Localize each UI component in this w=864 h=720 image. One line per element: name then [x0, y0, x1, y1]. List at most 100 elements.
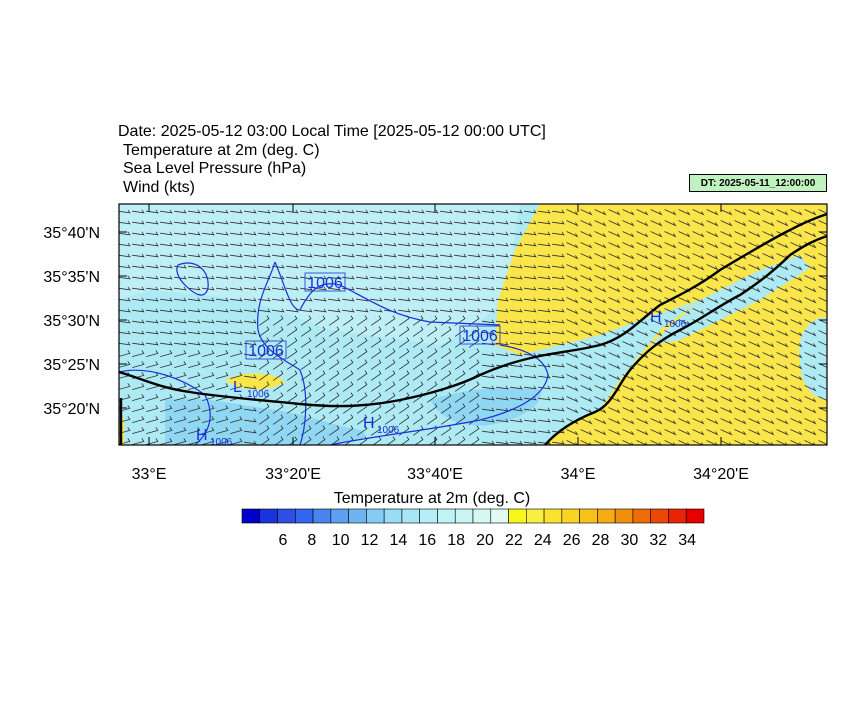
wind-barb	[426, 337, 438, 348]
wind-barb	[818, 407, 827, 412]
wind-barb	[650, 385, 663, 392]
wind-barb	[258, 403, 270, 414]
wind-barb	[790, 396, 803, 403]
wind-barb	[720, 429, 733, 436]
wind-barb	[790, 407, 803, 414]
wind-barb	[524, 396, 537, 401]
wind-barb	[524, 341, 537, 346]
lat-label: 35°30'N	[43, 313, 100, 330]
wind-barb	[748, 264, 761, 271]
wind-barb	[580, 209, 593, 216]
wind-barb	[119, 264, 131, 269]
wind-barb	[692, 418, 705, 425]
wind-barb	[384, 425, 396, 436]
wind-barb	[314, 209, 327, 214]
wind-barb	[552, 440, 565, 445]
wind-barb	[440, 308, 453, 313]
wind-barb	[400, 436, 410, 445]
wind-barb	[119, 308, 131, 313]
wind-barb	[580, 242, 593, 249]
pressure-center-value: 1006	[210, 437, 233, 448]
wind-barb	[762, 363, 775, 370]
wind-barb	[468, 297, 481, 302]
wind-barb	[286, 209, 299, 214]
colorbar-swatch	[632, 508, 651, 524]
wind-barb	[426, 370, 438, 381]
wind-barb	[384, 275, 397, 280]
wind-barb	[454, 425, 466, 436]
colorbar-swatch	[241, 508, 261, 524]
wind-barb	[398, 220, 411, 225]
wind-barb	[692, 264, 705, 271]
colorbar-swatch	[383, 508, 403, 524]
wind-barb	[776, 297, 789, 304]
wind-barb	[524, 374, 537, 379]
wind-barb	[426, 414, 438, 425]
wind-barb	[244, 319, 257, 324]
wind-barb	[286, 381, 298, 392]
wind-barb	[468, 403, 480, 414]
southeast-coast	[544, 234, 827, 445]
wind-barb	[342, 392, 354, 403]
wind-barb	[384, 315, 396, 326]
wind-barb	[748, 352, 761, 359]
wind-barb	[370, 209, 383, 214]
wind-barb	[356, 359, 368, 370]
wind-barb	[342, 359, 354, 370]
wind-barb	[818, 319, 827, 324]
wind-barb	[580, 385, 593, 392]
wind-barb	[524, 407, 537, 412]
wind-barb	[328, 286, 341, 291]
wind-barb	[566, 264, 579, 271]
wind-barb	[748, 253, 761, 260]
isobar-label: 1006	[248, 343, 284, 360]
wind-barb	[258, 425, 270, 436]
wind-barb	[818, 297, 827, 302]
wind-barb	[342, 209, 355, 214]
wind-barb	[132, 286, 145, 291]
wind-barb	[356, 348, 368, 359]
wind-barb	[510, 297, 523, 302]
wind-barb	[300, 326, 312, 337]
wind-barb	[160, 242, 173, 247]
wind-barb	[622, 418, 635, 425]
wind-barb	[202, 220, 215, 225]
wind-barb	[776, 275, 789, 282]
wind-barb	[818, 341, 827, 346]
wind-barb	[678, 363, 691, 370]
wind-barb	[552, 407, 565, 412]
wind-barb	[608, 264, 621, 271]
wind-barb	[244, 242, 257, 247]
colorbar-tick-label: 10	[332, 532, 350, 549]
wind-barb	[384, 209, 397, 214]
wind-barb	[790, 341, 803, 348]
wind-barb	[454, 348, 466, 359]
wind-barb	[510, 253, 523, 258]
wind-barb	[524, 308, 537, 313]
wind-barb	[146, 330, 159, 335]
wind-barb	[482, 363, 495, 368]
wind-barb	[356, 242, 369, 247]
wind-barb	[706, 242, 719, 249]
wind-barb	[706, 297, 719, 304]
colorbar-tick-label: 12	[361, 532, 379, 549]
wind-variable-label: Wind (kts)	[123, 179, 195, 196]
wind-barb	[804, 429, 817, 436]
wind-barb	[538, 209, 551, 214]
wind-barb	[468, 326, 480, 337]
wind-barb	[818, 363, 827, 368]
wind-barb	[524, 264, 537, 269]
wind-barb	[678, 440, 690, 445]
wind-barb	[384, 348, 396, 359]
wind-barb	[160, 350, 173, 357]
wind-barb	[300, 286, 313, 291]
wind-barb	[384, 286, 397, 291]
wind-barb	[440, 348, 452, 359]
wind-barb	[160, 394, 173, 401]
wind-barb	[552, 396, 565, 401]
wind-barb	[692, 231, 705, 238]
wind-barb	[216, 286, 229, 291]
wind-barb	[678, 429, 691, 436]
wind-barb	[258, 359, 270, 370]
wind-barb	[132, 209, 145, 214]
